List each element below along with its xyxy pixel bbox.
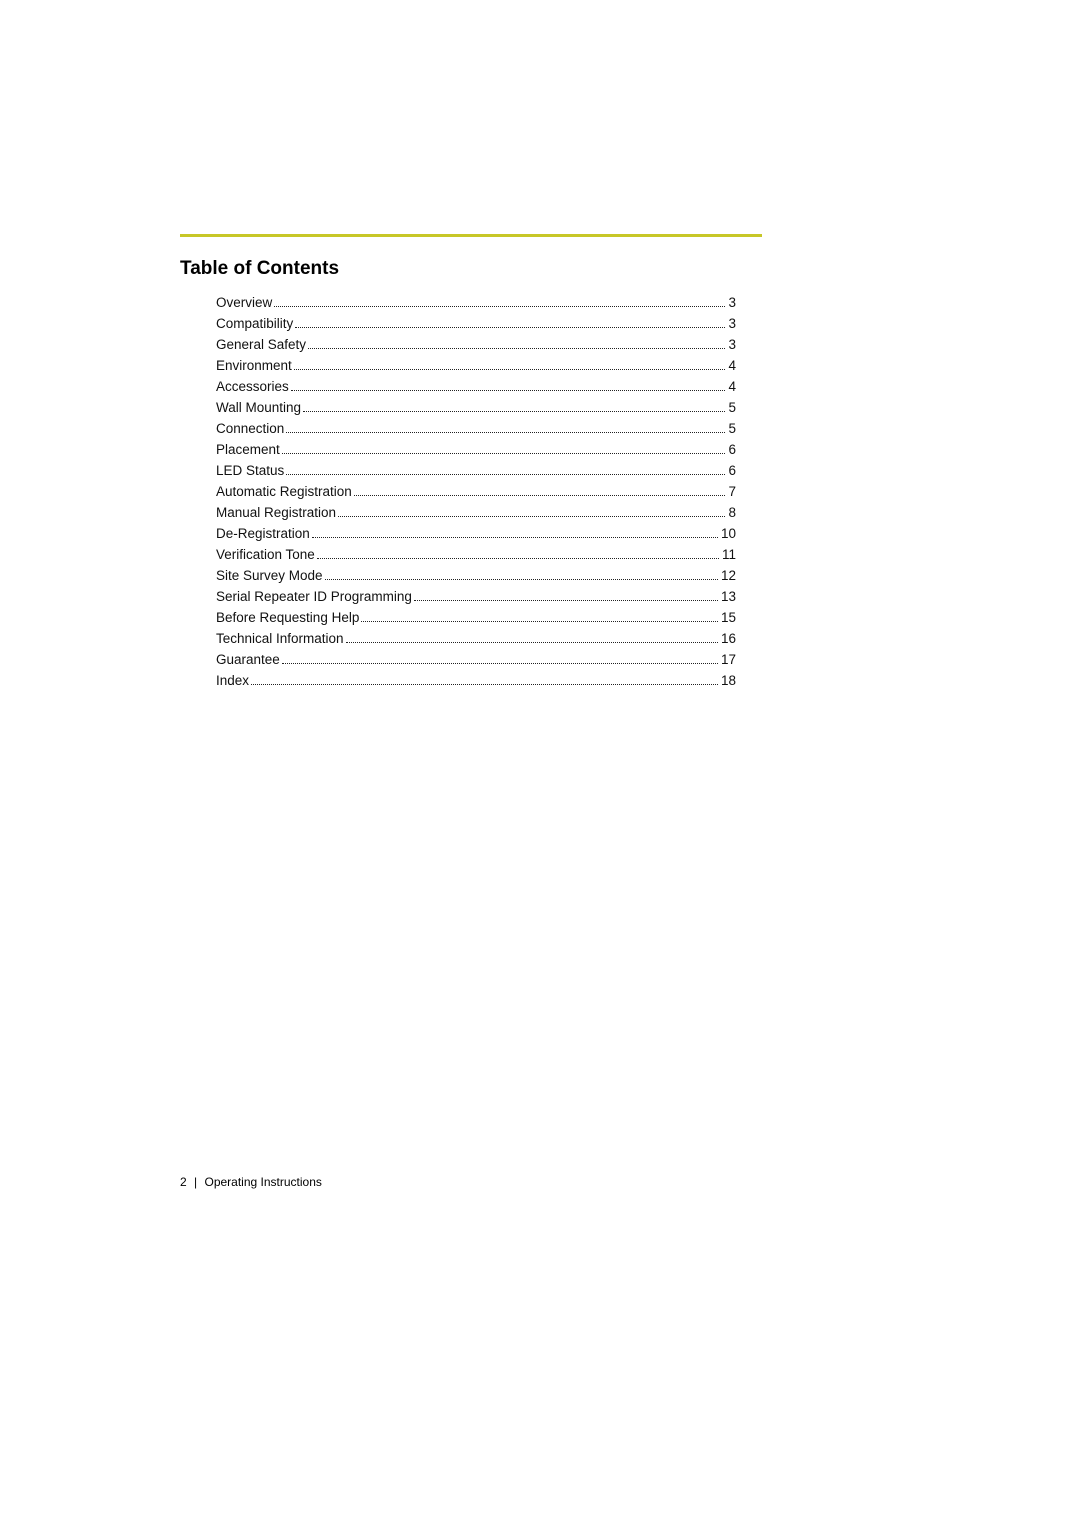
toc-entry-leader [325,579,718,580]
toc-heading: Table of Contents [180,258,339,280]
toc-entry: Guarantee 17 [216,653,736,667]
toc-entry: Before Requesting Help 15 [216,611,736,625]
toc-entry-title: Serial Repeater ID Programming [216,590,412,604]
toc-entry-title: Connection [216,422,284,436]
toc-entry: General Safety 3 [216,338,736,352]
toc-entry-page: 11 [722,548,736,562]
toc-entry-leader [414,600,718,601]
toc-entry-title: Overview [216,296,272,310]
toc-entry-leader [286,432,725,433]
toc-entry-title: Verification Tone [216,548,315,562]
toc-entry-leader [308,348,725,349]
toc-entry-title: Site Survey Mode [216,569,323,583]
toc-entry-leader [312,537,718,538]
toc-entry-title: Environment [216,359,292,373]
toc-entry: Site Survey Mode 12 [216,569,736,583]
toc-entry-page: 3 [728,338,736,352]
toc-entry-page: 13 [721,590,736,604]
toc-entry: Wall Mounting 5 [216,401,736,415]
toc-entry: Overview 3 [216,296,736,310]
toc-entry-leader [251,684,718,685]
toc-list: Overview 3Compatibility3General Safety 3… [216,296,736,695]
toc-entry-leader [361,621,718,622]
toc-entry-title: Manual Registration [216,506,336,520]
toc-entry-page: 12 [721,569,736,583]
toc-entry-leader [354,495,726,496]
toc-entry-title: De-Registration [216,527,310,541]
toc-entry-title: Technical Information [216,632,344,646]
toc-entry-title: LED Status [216,464,284,478]
toc-entry: LED Status 6 [216,464,736,478]
toc-entry-title: Placement [216,443,280,457]
toc-entry-title: Wall Mounting [216,401,301,415]
toc-entry-title: Before Requesting Help [216,611,359,625]
toc-entry: De-Registration 10 [216,527,736,541]
toc-entry: Serial Repeater ID Programming 13 [216,590,736,604]
toc-entry-leader [282,663,718,664]
toc-entry: Index 18 [216,674,736,688]
toc-entry-page: 6 [728,464,736,478]
toc-entry-leader [282,453,726,454]
toc-entry-page: 4 [728,359,736,373]
toc-entry-leader [303,411,725,412]
toc-entry-leader [291,390,726,391]
toc-entry-page: 16 [721,632,736,646]
toc-entry-leader [338,516,725,517]
footer-doc-title: Operating Instructions [205,1175,322,1189]
toc-entry-page: 5 [728,422,736,436]
toc-entry-leader [346,642,718,643]
toc-entry-page: 5 [728,401,736,415]
toc-entry: Verification Tone 11 [216,548,736,562]
toc-entry-title: General Safety [216,338,306,352]
toc-entry: Automatic Registration 7 [216,485,736,499]
toc-entry-page: 7 [728,485,736,499]
toc-entry: Placement 6 [216,443,736,457]
toc-entry-title: Accessories [216,380,289,394]
toc-entry-page: 4 [728,380,736,394]
toc-entry-page: 8 [728,506,736,520]
page-footer: 2 | Operating Instructions [180,1175,322,1189]
toc-entry-page: 17 [721,653,736,667]
footer-page-number: 2 [180,1175,187,1189]
toc-entry: Technical Information 16 [216,632,736,646]
top-rule [180,234,762,237]
footer-separator: | [194,1175,197,1189]
toc-entry-page: 3 [728,296,736,310]
toc-entry: Environment 4 [216,359,736,373]
toc-entry-page: 15 [721,611,736,625]
toc-entry: Compatibility 3 [216,317,736,331]
toc-entry-title: Compatibility [216,317,293,331]
toc-entry-title: Guarantee [216,653,280,667]
toc-entry-title: Index [216,674,249,688]
toc-entry: Accessories 4 [216,380,736,394]
toc-entry-leader [274,306,725,307]
toc-entry-leader [295,327,725,328]
toc-entry-page: 3 [728,317,736,331]
page: Table of Contents Overview 3Compatibilit… [0,0,1080,1528]
toc-entry-leader [294,369,726,370]
toc-entry: Manual Registration 8 [216,506,736,520]
toc-entry-title: Automatic Registration [216,485,352,499]
toc-entry-leader [317,558,719,559]
toc-entry-page: 6 [728,443,736,457]
toc-entry-page: 10 [721,527,736,541]
toc-entry-leader [286,474,725,475]
toc-entry: Connection 5 [216,422,736,436]
toc-entry-page: 18 [721,674,736,688]
